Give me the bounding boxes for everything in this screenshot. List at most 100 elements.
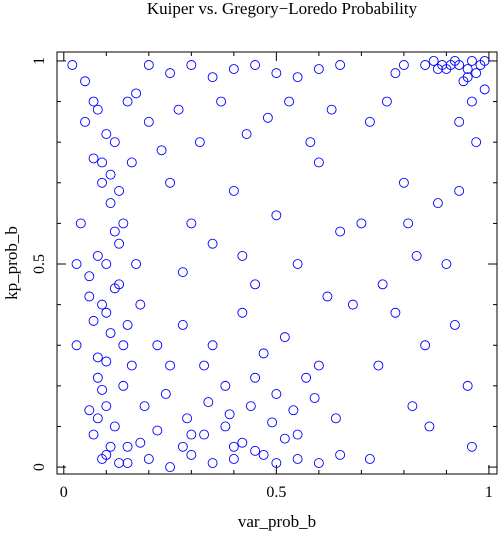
point (313, 64, 324, 75)
point (109, 137, 120, 148)
point (313, 458, 324, 468)
point (279, 433, 290, 444)
point (228, 454, 239, 464)
point (88, 96, 99, 107)
point (411, 250, 422, 261)
point (186, 449, 197, 460)
point (186, 218, 197, 229)
point (207, 458, 218, 468)
point (199, 429, 210, 440)
point (398, 177, 409, 188)
point (105, 328, 116, 339)
point (92, 250, 103, 261)
point (449, 319, 460, 330)
point (313, 157, 324, 168)
point (224, 409, 235, 420)
point (199, 360, 210, 371)
point (122, 441, 133, 452)
point (177, 319, 188, 330)
point (75, 218, 86, 229)
point (84, 291, 95, 302)
point (462, 64, 473, 75)
point (122, 319, 133, 330)
point (420, 340, 431, 351)
point (250, 445, 261, 456)
point (131, 259, 142, 269)
x-tick-label: 0.5 (266, 484, 286, 501)
point (207, 340, 218, 351)
point (466, 96, 477, 107)
point (479, 84, 490, 95)
point (97, 177, 108, 188)
y-tick-label: 0.5 (31, 254, 48, 274)
point (322, 291, 333, 302)
point (122, 458, 133, 468)
point (292, 259, 303, 269)
point (267, 417, 278, 428)
point (466, 55, 477, 66)
point (262, 112, 273, 123)
point (152, 340, 163, 351)
point (335, 226, 346, 237)
point (92, 372, 103, 383)
point (479, 55, 490, 66)
x-tick-label: 0 (60, 484, 68, 501)
point (432, 198, 443, 209)
point (101, 129, 112, 139)
point (428, 55, 439, 66)
point (250, 60, 261, 70)
chart-title: Kuiper vs. Gregory−Loredo Probability (147, 0, 418, 18)
point (326, 104, 337, 115)
point (466, 441, 477, 452)
point (454, 60, 465, 70)
point (139, 401, 150, 412)
point (80, 116, 91, 127)
point (165, 360, 176, 371)
point (454, 185, 465, 196)
point (143, 454, 154, 464)
point (377, 279, 388, 290)
point (245, 401, 256, 412)
point (71, 259, 82, 269)
point (250, 279, 261, 290)
point (80, 76, 91, 87)
point (403, 218, 414, 229)
point (258, 449, 269, 460)
point (173, 104, 184, 115)
plot-frame (56, 51, 498, 475)
y-tick-label: 1 (31, 57, 48, 65)
x-axis-label: var_prob_b (238, 512, 316, 531)
point (458, 76, 469, 87)
point (454, 116, 465, 127)
point (143, 116, 154, 127)
point (182, 413, 193, 424)
point (84, 405, 95, 416)
point (105, 441, 116, 452)
point (284, 96, 295, 107)
point (84, 271, 95, 282)
point (88, 429, 99, 440)
point (160, 389, 171, 399)
point (424, 421, 435, 432)
point (462, 380, 473, 391)
point (105, 198, 116, 209)
point (186, 60, 197, 70)
point (228, 441, 239, 452)
point (126, 157, 137, 168)
point (471, 137, 482, 148)
point (271, 68, 282, 79)
point (335, 60, 346, 70)
point (390, 68, 401, 79)
point (135, 299, 146, 310)
point (101, 401, 112, 412)
point (398, 60, 409, 70)
point (220, 380, 231, 391)
point (165, 177, 176, 188)
point (131, 88, 142, 99)
point (118, 380, 129, 391)
point (292, 454, 303, 464)
point (105, 169, 116, 180)
point (194, 137, 205, 148)
point (203, 397, 214, 408)
